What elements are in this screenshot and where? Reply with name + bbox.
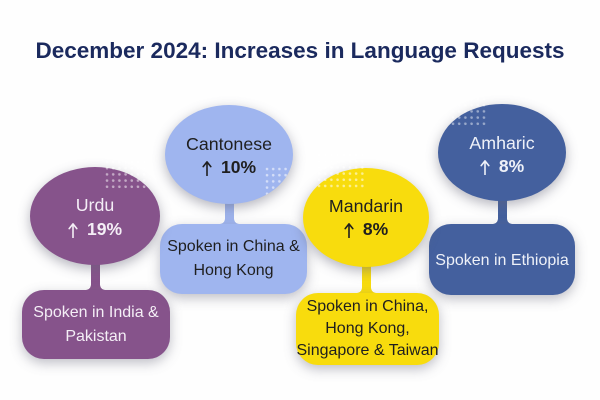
stem-fillet: [85, 260, 91, 265]
caption-text: Spoken in Ethiopia: [429, 224, 575, 295]
increase-value: 19%: [30, 217, 160, 241]
caption-line: Spoken in India &: [33, 303, 159, 321]
balloon-stem: [85, 216, 105, 294]
balloon-stem: [492, 152, 512, 228]
up-arrow-icon: [202, 155, 212, 179]
caption-line: Hong Kong,: [325, 320, 410, 337]
increase-percent: 19%: [86, 219, 123, 239]
caption-text: Spoken in China & Hong Kong: [160, 224, 307, 294]
caption-line: Spoken in Ethiopia: [435, 252, 569, 269]
stem-fillet: [370, 288, 376, 293]
language-label: Urdu: [75, 194, 115, 215]
increase-percent: 8%: [498, 156, 525, 176]
balloon-stem: [219, 154, 239, 228]
up-arrow-icon: [344, 217, 354, 241]
caption-text: Spoken in India & Pakistan: [22, 290, 170, 359]
stem-fillet: [356, 288, 362, 293]
balloon-stem: [356, 217, 376, 297]
increase-value: 10%: [165, 155, 293, 179]
caption-box: [296, 293, 439, 365]
caption-line: Pakistan: [65, 327, 127, 345]
language-label: Cantonese: [185, 134, 272, 154]
stem-fillet: [233, 199, 239, 204]
caption-text: Spoken in China, Hong Kong, Singapore & …: [296, 293, 439, 365]
increase-percent: 8%: [362, 219, 389, 239]
up-arrow-icon: [480, 154, 490, 178]
stem-fillet: [219, 199, 225, 204]
up-arrow-icon: [68, 217, 78, 241]
bubble-ellipse: [30, 167, 160, 265]
dot-pattern-decoration: [450, 96, 488, 127]
caption-box: [22, 290, 170, 359]
caption-line: Singapore & Taiwan: [296, 342, 439, 359]
dot-pattern-decoration: [264, 166, 293, 197]
caption-box: [429, 224, 575, 295]
caption-line: Spoken in China &: [167, 238, 300, 255]
stem-fillet: [356, 262, 362, 267]
stem-fillet: [219, 219, 225, 224]
dot-pattern-decoration: [316, 152, 366, 190]
stem-fillet: [492, 196, 498, 201]
stem-fillet: [506, 219, 512, 224]
stem-fillet: [99, 260, 105, 265]
stem-fillet: [85, 285, 91, 290]
page-title: December 2024: Increases in Language Req…: [35, 38, 565, 63]
stem-fillet: [99, 285, 105, 290]
language-label: Amharic: [469, 133, 535, 153]
increase-percent: 10%: [220, 157, 257, 177]
stem-fillet: [506, 196, 512, 201]
bubble-ellipse: [303, 168, 429, 267]
language-label: Mandarin: [328, 196, 404, 216]
caption-line: Spoken in China,: [306, 298, 429, 315]
caption-box: [160, 224, 307, 294]
stem-fillet: [492, 219, 498, 224]
stem-fillet: [370, 262, 376, 267]
bubble-ellipse: [438, 104, 566, 201]
increase-value: 8%: [303, 217, 429, 241]
bubble-ellipse: [165, 105, 293, 204]
stem-fillet: [233, 219, 239, 224]
caption-line: Hong Kong: [193, 262, 274, 279]
dot-pattern-decoration: [104, 159, 148, 190]
increase-value: 8%: [438, 154, 566, 178]
